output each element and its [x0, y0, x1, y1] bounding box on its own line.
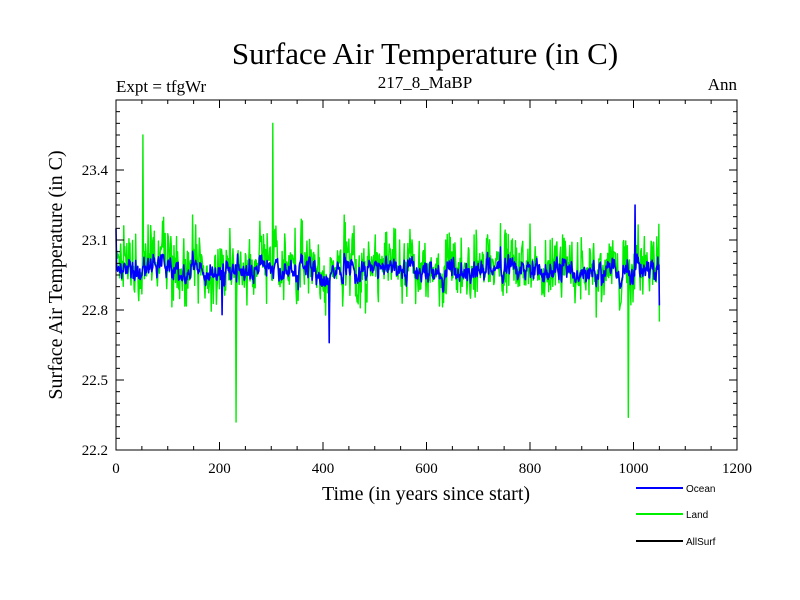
x-tick-labels: 0 200 400 600 800 1000 1200 — [112, 461, 752, 477]
legend: Ocean Land AllSurf — [636, 484, 716, 548]
series-line-ocean — [115, 204, 661, 344]
experiment-label: Expt = tfgWr — [116, 77, 206, 96]
ticks-layer — [115, 99, 738, 451]
legend-label-land: Land — [686, 510, 708, 521]
run-label: 217_8_MaBP — [378, 73, 472, 92]
y-tick-label: 22.5 — [82, 373, 108, 389]
y-tick-label: 22.2 — [82, 443, 108, 459]
x-tick-label: 1000 — [619, 461, 649, 477]
legend-label-ocean: Ocean — [686, 484, 715, 495]
y-tick-label: 22.8 — [82, 303, 108, 319]
y-tick-label: 23.4 — [82, 163, 109, 179]
x-tick-label: 200 — [208, 461, 231, 477]
period-label: Ann — [708, 75, 738, 94]
x-axis-label: Time (in years since start) — [322, 483, 530, 505]
x-tick-label: 0 — [112, 461, 120, 477]
x-tick-label: 600 — [415, 461, 438, 477]
chart-title: Surface Air Temperature (in C) — [232, 36, 618, 71]
legend-label-allsurf: AllSurf — [686, 537, 716, 548]
x-tick-label: 1200 — [722, 461, 752, 477]
y-axis-label: Surface Air Temperature (in C) — [45, 150, 67, 399]
y-tick-label: 23.1 — [82, 233, 108, 249]
x-tick-label: 800 — [519, 461, 542, 477]
series-layer — [115, 122, 661, 423]
y-tick-labels: 22.2 22.5 22.8 23.1 23.4 — [82, 163, 109, 459]
x-tick-label: 400 — [312, 461, 335, 477]
